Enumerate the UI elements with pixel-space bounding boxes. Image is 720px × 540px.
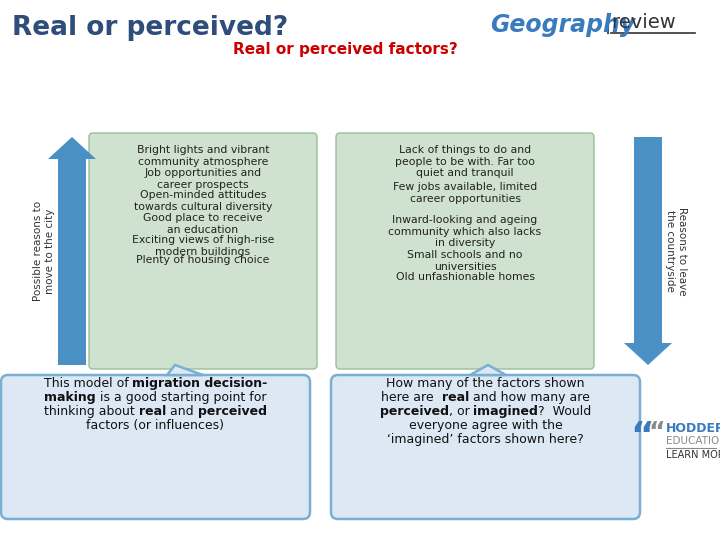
Text: Exciting views of high-rise
modern buildings: Exciting views of high-rise modern build… xyxy=(132,235,274,256)
Text: perceived: perceived xyxy=(198,405,267,418)
Text: Real or perceived?: Real or perceived? xyxy=(12,15,288,41)
Text: making: making xyxy=(45,391,96,404)
Text: real: real xyxy=(139,405,166,418)
FancyBboxPatch shape xyxy=(1,375,310,519)
Text: Job opportunities and
career prospects: Job opportunities and career prospects xyxy=(145,168,261,190)
Text: Old unfashionable homes: Old unfashionable homes xyxy=(395,272,534,282)
FancyBboxPatch shape xyxy=(331,375,640,519)
Text: perceived: perceived xyxy=(379,405,449,418)
Text: and: and xyxy=(166,405,198,418)
FancyBboxPatch shape xyxy=(336,133,594,369)
Text: is a good starting point for: is a good starting point for xyxy=(96,391,266,404)
Polygon shape xyxy=(624,137,672,365)
Text: ‘imagined’ factors shown here?: ‘imagined’ factors shown here? xyxy=(387,433,584,446)
Text: migration decision-: migration decision- xyxy=(132,377,268,390)
Polygon shape xyxy=(48,137,96,365)
Text: Lack of things to do and
people to be with. Far too
quiet and tranquil: Lack of things to do and people to be wi… xyxy=(395,145,535,178)
Text: How many of the factors shown: How many of the factors shown xyxy=(386,377,585,390)
Text: thinking about: thinking about xyxy=(44,405,139,418)
Text: “: “ xyxy=(630,420,654,454)
Text: Small schools and no
universities: Small schools and no universities xyxy=(408,250,523,272)
Text: review: review xyxy=(611,13,676,32)
Text: This model of: This model of xyxy=(43,377,132,390)
Text: EDUCATION: EDUCATION xyxy=(666,436,720,446)
Text: , or: , or xyxy=(449,405,473,418)
Text: Inward-looking and ageing
community which also lacks
in diversity: Inward-looking and ageing community whic… xyxy=(388,215,541,248)
Polygon shape xyxy=(167,365,203,375)
Text: LEARN MORE: LEARN MORE xyxy=(666,450,720,460)
Text: HODDER: HODDER xyxy=(666,422,720,435)
Text: Reasons to leave
the countryside: Reasons to leave the countryside xyxy=(665,207,687,295)
Text: Few jobs available, limited
career opportunities: Few jobs available, limited career oppor… xyxy=(393,182,537,204)
Text: “: “ xyxy=(648,420,665,444)
Text: Open-minded attitudes
towards cultural diversity: Open-minded attitudes towards cultural d… xyxy=(134,190,272,212)
Text: here are: here are xyxy=(381,391,442,404)
Text: and how many are: and how many are xyxy=(469,391,590,404)
Text: imagined: imagined xyxy=(473,405,538,418)
Text: everyone agree with the: everyone agree with the xyxy=(409,419,562,432)
Text: Possible reasons to
move to the city: Possible reasons to move to the city xyxy=(33,201,55,301)
Text: real: real xyxy=(442,391,469,404)
Polygon shape xyxy=(470,365,506,375)
Text: Plenty of housing choice: Plenty of housing choice xyxy=(136,255,270,265)
Text: Geography: Geography xyxy=(490,13,635,37)
Text: Bright lights and vibrant
community atmosphere: Bright lights and vibrant community atmo… xyxy=(137,145,269,167)
FancyBboxPatch shape xyxy=(89,133,317,369)
Text: Real or perceived factors?: Real or perceived factors? xyxy=(233,42,457,57)
Text: Good place to receive
an education: Good place to receive an education xyxy=(143,213,263,234)
Text: factors (or influences): factors (or influences) xyxy=(86,419,225,432)
Text: ?  Would: ? Would xyxy=(538,405,591,418)
